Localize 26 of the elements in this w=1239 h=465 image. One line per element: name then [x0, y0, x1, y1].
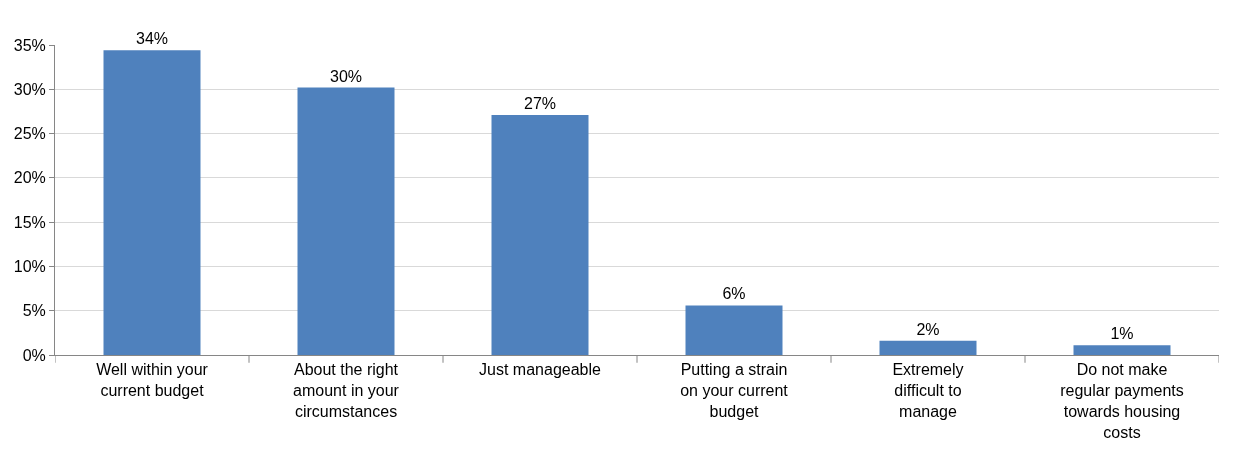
x-tick-label: Just manageable [479, 361, 602, 379]
bar [879, 340, 977, 355]
y-tick-label: 35% [13, 36, 46, 54]
y-tick-label: 25% [13, 125, 46, 143]
bar [491, 114, 589, 355]
bar [103, 50, 201, 355]
y-tick-label: 5% [22, 302, 46, 320]
y-tick-label: 15% [13, 213, 46, 231]
bar [685, 305, 783, 355]
x-tick-label: Putting a strain on your current budget [680, 361, 789, 420]
data-label: 6% [722, 285, 746, 303]
y-tick-label: 30% [13, 80, 46, 98]
data-label: 34% [135, 30, 169, 48]
y-tick-label: 20% [13, 169, 46, 187]
data-label: 1% [1110, 325, 1134, 343]
x-tick-label: Do not make regular payments towards housing costs [1060, 361, 1184, 441]
x-tick-label: Extremely difficult to manage [892, 361, 964, 420]
y-tick-label: 0% [22, 346, 46, 364]
data-label: 2% [916, 320, 940, 338]
bar [1073, 345, 1171, 355]
x-tick-label: About the right amount in your circumstances [293, 361, 400, 420]
y-tick-label: 10% [13, 258, 46, 276]
data-label: 30% [329, 67, 363, 85]
bar [297, 87, 395, 355]
data-label: 27% [523, 94, 557, 112]
x-tick-label: Well within your current budget [96, 361, 209, 399]
